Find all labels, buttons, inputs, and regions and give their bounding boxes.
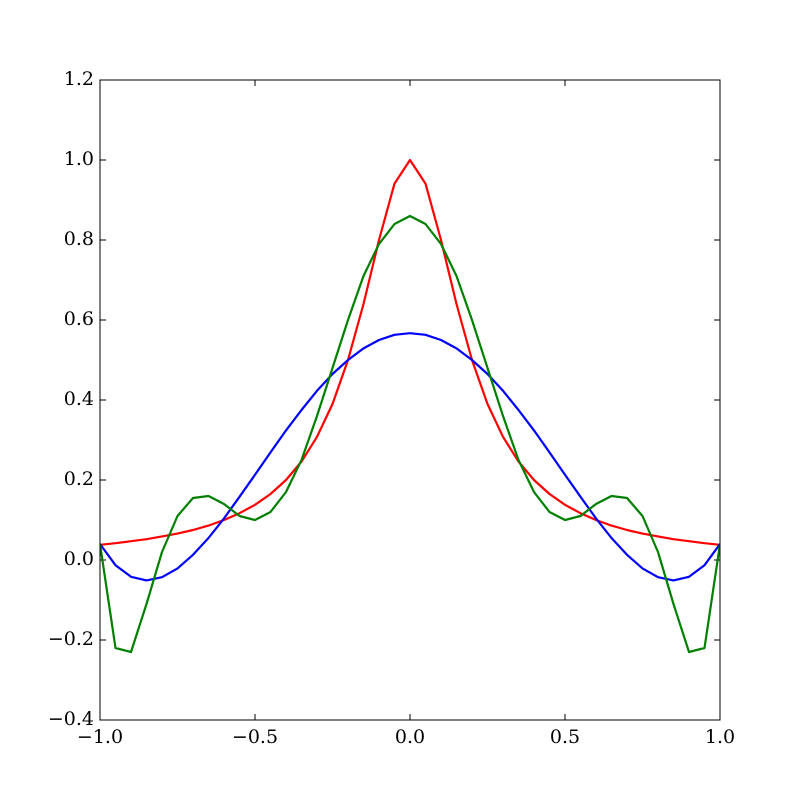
- y-tick-label: 0.2: [64, 468, 94, 490]
- y-tick-label: −0.2: [48, 628, 94, 650]
- y-tick-label: 0.4: [64, 388, 94, 410]
- y-tick-label: −0.4: [48, 708, 94, 730]
- series-line: [100, 214, 720, 654]
- y-tick-label: 1.2: [64, 68, 94, 90]
- series-line: [100, 158, 720, 546]
- y-tick-label: 0.6: [64, 308, 94, 330]
- y-tick-label: 1.0: [64, 148, 94, 170]
- x-tick-label: 0.0: [395, 726, 425, 748]
- x-tick-label: 1.0: [705, 726, 735, 748]
- series-line: [100, 332, 720, 582]
- y-tick-label: 0.8: [64, 228, 94, 250]
- x-tick-label: −1.0: [77, 726, 123, 748]
- x-tick-label: −0.5: [232, 726, 278, 748]
- y-tick-label: 0.0: [64, 548, 94, 570]
- plot-frame: [99, 79, 721, 721]
- x-tick-label: 0.5: [550, 726, 580, 748]
